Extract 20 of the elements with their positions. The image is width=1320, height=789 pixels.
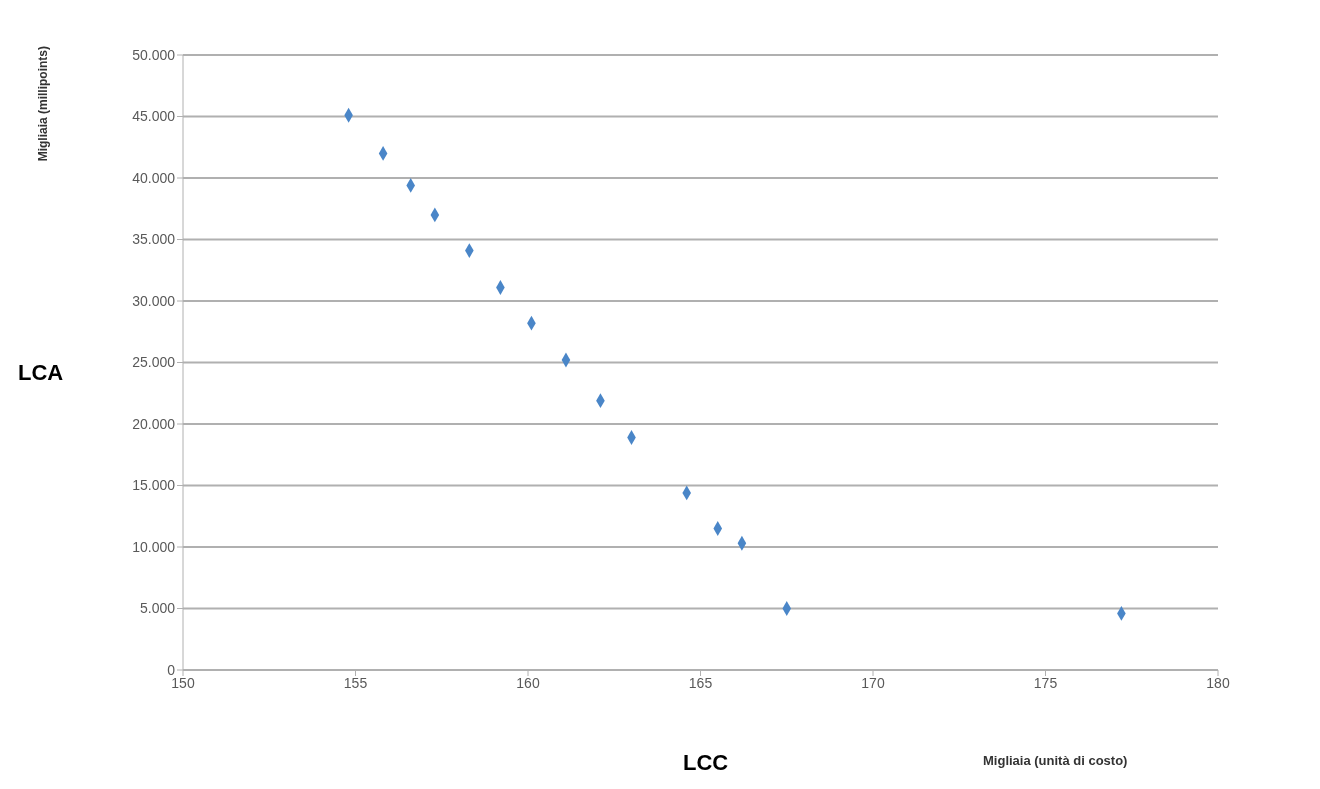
- text: Migliaia (unità di costo): [983, 753, 1128, 768]
- y-tick-label: 40.000: [132, 169, 176, 186]
- y-tick-label: 10.000: [132, 538, 176, 555]
- y-tick-label: 15.000: [132, 477, 176, 494]
- y-tick-label: 5.000: [139, 600, 176, 617]
- y-tick-label: 20.000: [132, 415, 176, 432]
- y-tick-label: 35.000: [132, 231, 176, 248]
- x-tick-label: 175: [1033, 674, 1058, 691]
- y-tick-label: 25.000: [132, 354, 176, 371]
- x-tick-label: 160: [516, 674, 540, 691]
- y-tick-label: 45.000: [132, 108, 176, 125]
- text: Migliaia (millipoints): [36, 46, 50, 162]
- x-tick-label: 170: [861, 674, 885, 691]
- y-tick-label: 50.000: [132, 46, 176, 63]
- y-tick-label: 30.000: [132, 292, 176, 309]
- x-tick-label: 165: [688, 674, 713, 691]
- x-tick-label: 180: [1206, 674, 1230, 691]
- x-tick-label: 155: [343, 674, 368, 691]
- y-axis-title: LCA: [18, 360, 64, 386]
- x-axis-title: LCC: [683, 750, 729, 776]
